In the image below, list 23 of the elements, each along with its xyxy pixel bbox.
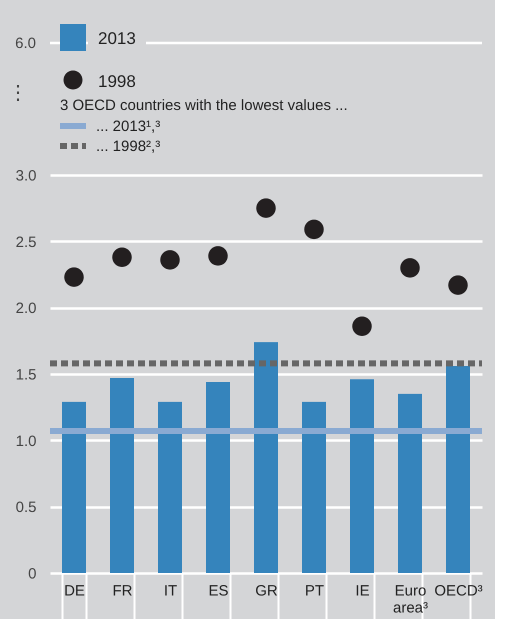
x-tick-label: DE [64,582,85,600]
x-tick-label: OECD³ [434,582,483,600]
text: 6.0 [15,35,36,52]
text: ... 1998²,³ [96,138,160,155]
y-tick-label: 3.0 [16,168,36,184]
x-tick-label: PT [304,582,324,600]
y-tick-label: 2.5 [16,234,36,251]
x-tick-label: IT [164,582,178,600]
x-tick-label: GR [255,582,278,600]
legend-label: 2013 [98,29,136,48]
y-tick-label: 1.0 [16,432,36,450]
legend-label: 1998 [98,72,136,91]
x-tick-label: Euro area³ [392,582,428,616]
y-tick-label: 1.5 [16,366,36,384]
y-tick-label: 2.0 [16,300,36,318]
x-tick-label: IE [355,582,370,600]
x-tick-label: FR [112,582,133,600]
y-tick-label: 0.5 [16,499,36,516]
legend-title: 3 OECD countries with the lowest values ... [60,97,348,114]
text: ⋮ [8,82,28,104]
x-tick-label: ES [208,582,229,600]
text: ... 2013¹,³ [96,118,160,135]
y-tick-label: 0 [28,566,36,582]
